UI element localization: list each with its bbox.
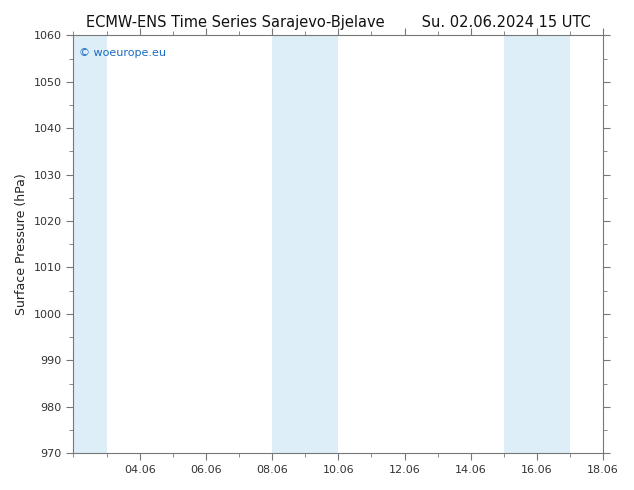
Bar — [504, 35, 537, 453]
Y-axis label: Surface Pressure (hPa): Surface Pressure (hPa) — [15, 173, 28, 315]
Text: © woeurope.eu: © woeurope.eu — [79, 48, 165, 58]
Title: ECMW-ENS Time Series Sarajevo-Bjelave        Su. 02.06.2024 15 UTC: ECMW-ENS Time Series Sarajevo-Bjelave Su… — [86, 15, 591, 30]
Bar — [537, 35, 570, 453]
Bar — [272, 35, 305, 453]
Bar — [305, 35, 339, 453]
Bar — [74, 35, 107, 453]
